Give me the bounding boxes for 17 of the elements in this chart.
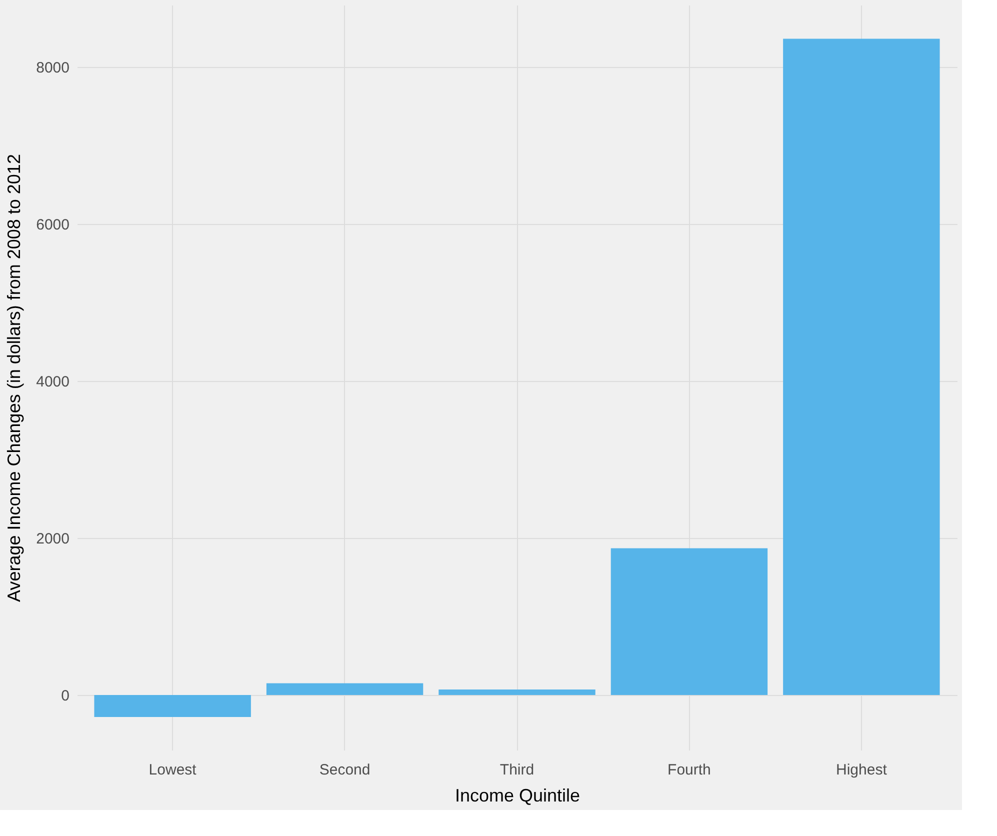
x-tick-label: Fourth [668, 762, 711, 778]
bar [610, 548, 768, 696]
y-tick-label: 8000 [36, 60, 70, 77]
x-tick-label: Third [500, 762, 534, 778]
bar [94, 695, 251, 718]
x-tick-label: Highest [836, 762, 888, 778]
y-tick-label: 0 [61, 688, 70, 705]
x-axis-title: Income Quintile [454, 786, 580, 806]
bar [266, 683, 424, 696]
y-tick-label: 2000 [36, 530, 70, 548]
x-tick-label: Second [319, 762, 370, 778]
bar [783, 38, 940, 696]
y-tick-label: 4000 [36, 374, 70, 391]
bar [438, 690, 596, 696]
y-axis-title: Average Income Changes (in dollars) from 2008 to 2012 [4, 154, 24, 602]
y-tick-label: 6000 [36, 216, 70, 234]
x-tick-label: Lowest [148, 762, 198, 778]
